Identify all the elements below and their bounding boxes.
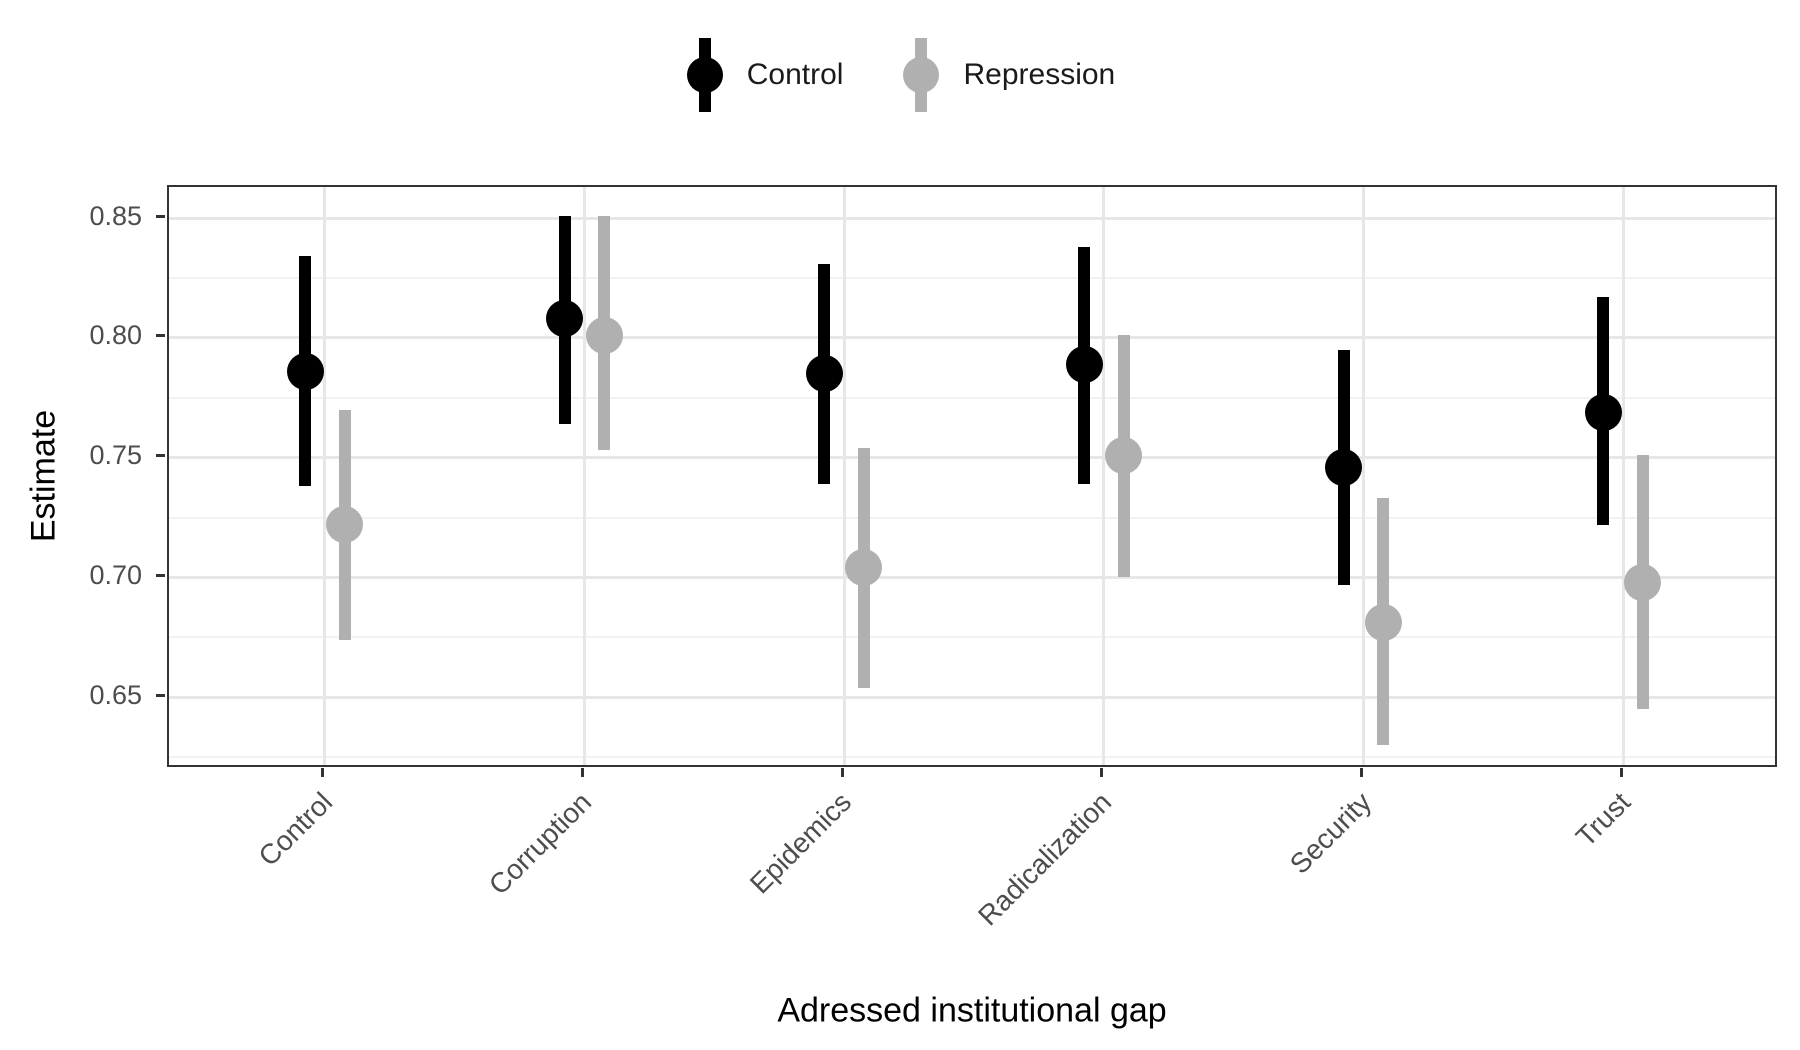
y-tick-label: 0.75: [89, 440, 142, 471]
legend-key-pointrange-icon: [685, 38, 725, 112]
gridline-minor-horizontal: [169, 516, 1775, 519]
point-repression-radicalization: [1105, 436, 1143, 474]
y-axis-title: Estimate: [24, 409, 63, 543]
y-tick-mark: [156, 454, 165, 458]
gridline-minor-horizontal: [169, 396, 1775, 399]
point-control-security: [1325, 448, 1363, 486]
legend-key-pointrange-icon: [901, 38, 941, 112]
y-tick-label: 0.80: [89, 320, 142, 351]
point-control-corruption: [546, 300, 584, 338]
x-tick-mark: [1360, 768, 1364, 777]
gridline-major-horizontal: [169, 216, 1775, 220]
gridline-minor-horizontal: [169, 756, 1775, 759]
x-tick-mark: [840, 768, 844, 777]
point-repression-security: [1364, 604, 1402, 642]
gridline-major-vertical: [1102, 187, 1106, 765]
x-tick-mark: [580, 768, 584, 777]
legend-label-repression: Repression: [963, 58, 1116, 91]
y-tick-label: 0.65: [89, 679, 142, 710]
point-control-radicalization: [1065, 345, 1103, 383]
gridline-minor-horizontal: [169, 277, 1775, 279]
y-tick-mark: [156, 693, 165, 697]
point-repression-corruption: [585, 316, 623, 354]
gridline-major-horizontal: [169, 456, 1775, 460]
x-tick-mark: [1100, 768, 1104, 777]
x-tick-label-trust: Trust: [1570, 786, 1637, 853]
y-tick-label: 0.70: [89, 559, 142, 590]
legend-key-dot: [686, 57, 723, 93]
y-tick-mark: [156, 334, 165, 338]
legend-key-dot: [903, 57, 940, 93]
point-control-control: [286, 352, 324, 390]
gridline-major-vertical: [842, 187, 846, 765]
y-tick-mark: [156, 573, 165, 577]
legend-item-control: Control: [685, 38, 844, 112]
x-tick-label-control: Control: [252, 786, 339, 873]
plot-panel: [167, 185, 1777, 767]
gridline-minor-horizontal: [169, 636, 1775, 639]
gridline-major-vertical: [1362, 187, 1366, 765]
gridline-major-vertical: [582, 187, 586, 765]
legend-item-repression: Repression: [901, 38, 1115, 112]
legend-label-control: Control: [746, 58, 844, 91]
x-tick-mark: [321, 768, 325, 777]
gridline-major-vertical: [1621, 187, 1625, 765]
x-tick-label-corruption: Corruption: [483, 786, 598, 901]
gridline-major-vertical: [323, 187, 327, 765]
gridline-major-horizontal: [169, 575, 1775, 579]
y-tick-mark: [156, 214, 165, 218]
legend: Control Repression: [0, 38, 1800, 112]
x-tick-mark: [1619, 768, 1623, 777]
gridline-major-horizontal: [169, 336, 1775, 340]
point-repression-trust: [1624, 563, 1662, 601]
point-repression-epidemics: [845, 549, 883, 587]
gridline-major-horizontal: [169, 695, 1775, 699]
x-axis-title: Adressed institutional gap: [777, 991, 1167, 1030]
point-control-epidemics: [805, 355, 843, 393]
y-tick-label: 0.85: [89, 200, 142, 231]
point-control-trust: [1584, 393, 1622, 431]
point-repression-control: [326, 506, 363, 544]
